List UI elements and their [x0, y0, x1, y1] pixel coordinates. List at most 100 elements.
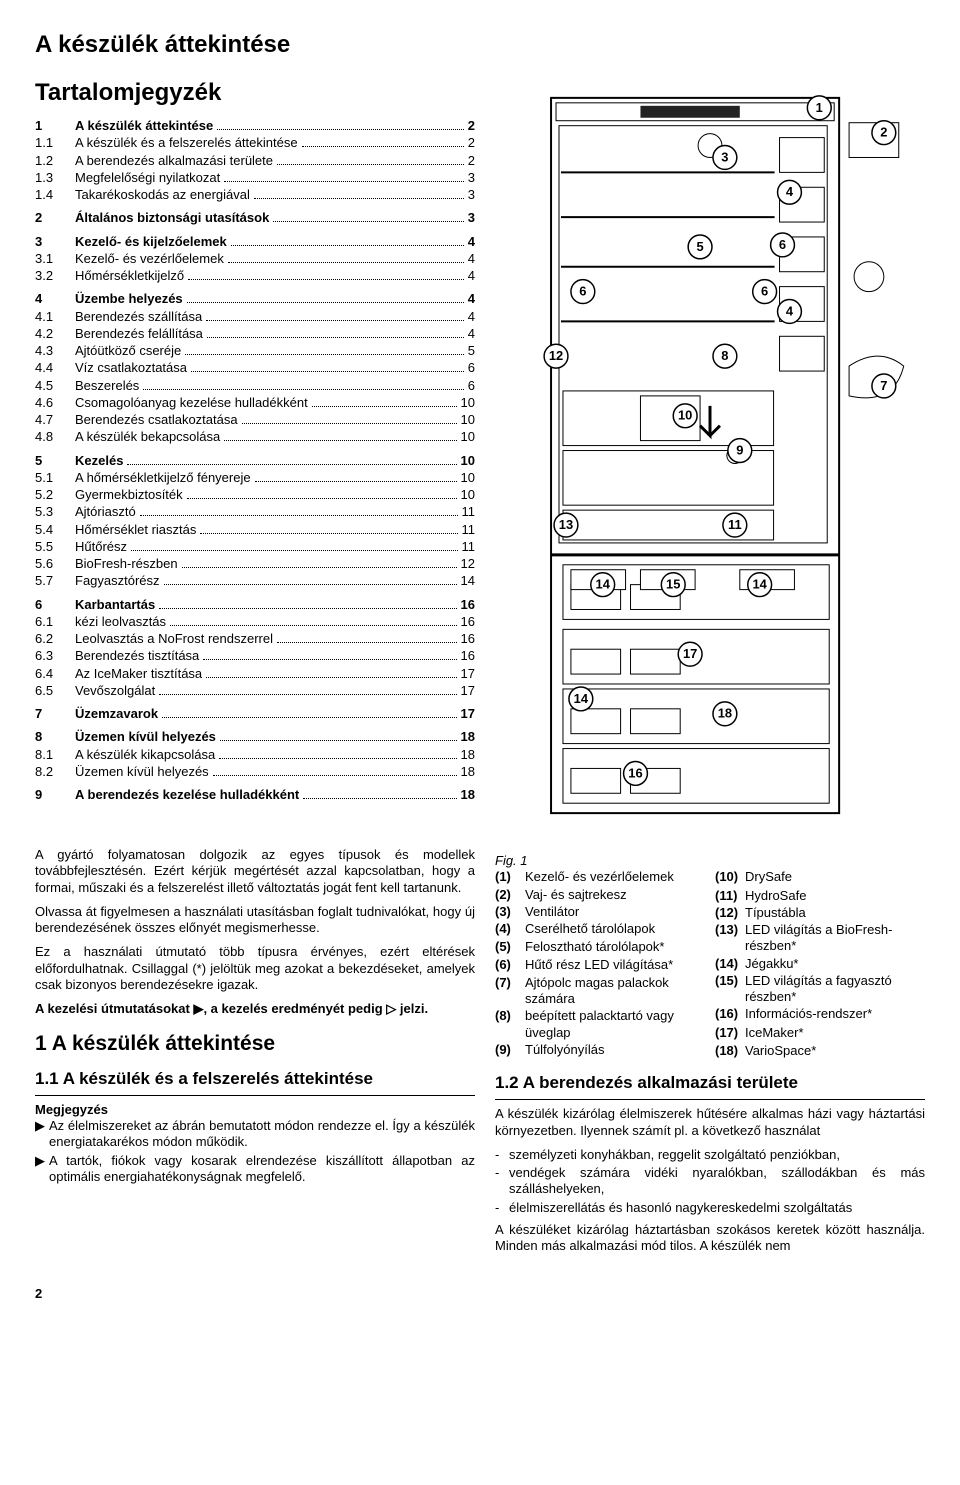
legend-text: Felosztható tárolólapok* [525, 939, 705, 955]
toc-page: 14 [461, 573, 475, 589]
legend-row: (4)Cserélhető tárolólapok [495, 921, 705, 937]
toc-dots [159, 608, 456, 609]
toc-label: Víz csatlakoztatása [75, 360, 187, 376]
svg-text:14: 14 [752, 577, 767, 592]
toc-num: 5.5 [35, 539, 75, 555]
legend: (1)Kezelő- és vezérlőelemek (2)Vaj- és sa… [495, 869, 925, 1060]
toc-page: 10 [461, 395, 475, 411]
toc-row: 4.7Berendezés csatlakoztatása10 [35, 412, 475, 428]
svg-text:4: 4 [786, 303, 794, 318]
toc-label: A készülék áttekintése [75, 118, 213, 134]
section-1-1-heading: 1.1 A készülék és a felszerelés áttekint… [35, 1068, 475, 1089]
toc-page: 6 [468, 378, 475, 394]
legend-row: (2)Vaj- és sajtrekesz [495, 887, 705, 903]
toc-dots [303, 798, 456, 799]
toc-num: 9 [35, 787, 75, 803]
legend-row: (13)LED világítás a BioFresh-részben* [715, 922, 925, 955]
legend-row: (15)LED világítás a fagyasztó részben* [715, 973, 925, 1006]
dash-marker: - [495, 1165, 509, 1198]
toc-num: 1.1 [35, 135, 75, 151]
toc-dots [273, 221, 463, 222]
toc-dots [206, 677, 456, 678]
toc-dots [200, 533, 457, 534]
s12-outro: A készüléket kizárólag háztartásban szok… [495, 1222, 925, 1255]
toc-num: 1.2 [35, 153, 75, 169]
toc-page: 2 [468, 118, 475, 134]
legend-row: (6)Hűtő rész LED világítása* [495, 957, 705, 973]
toc-label: Beszerelés [75, 378, 139, 394]
toc-dots [164, 584, 457, 585]
toc-page: 16 [461, 597, 475, 613]
legend-row: (12)Típustábla [715, 905, 925, 921]
toc-row: 8.1A készülék kikapcsolása18 [35, 747, 475, 763]
svg-text:9: 9 [736, 443, 743, 458]
dash-text: élelmiszerellátás és hasonló nagykereske… [509, 1200, 925, 1216]
toc-page: 3 [468, 170, 475, 186]
dash-marker: - [495, 1147, 509, 1163]
toc-page: 11 [462, 522, 476, 538]
toc-page: 12 [461, 556, 475, 572]
legend-num: (3) [495, 904, 525, 920]
toc-num: 5 [35, 453, 75, 469]
toc-label: Hőmérsékletkijelző [75, 268, 184, 284]
toc-dots [224, 440, 456, 441]
svg-text:1: 1 [816, 100, 823, 115]
svg-text:18: 18 [718, 706, 732, 721]
toc-num: 6.4 [35, 666, 75, 682]
toc-num: 6.5 [35, 683, 75, 699]
toc-page: 18 [461, 747, 475, 763]
legend-num: (17) [715, 1025, 745, 1041]
page-title: A készülék áttekintése [35, 30, 925, 60]
toc-dots [127, 464, 456, 465]
toc-label: Berendezés tisztítása [75, 648, 199, 664]
toc-label: Berendezés szállítása [75, 309, 202, 325]
legend-row: (3)Ventilátor [495, 904, 705, 920]
legend-row: (1)Kezelő- és vezérlőelemek [495, 869, 705, 885]
legend-num: (1) [495, 869, 525, 885]
legend-text: HydroSafe [745, 888, 925, 904]
svg-text:14: 14 [574, 691, 589, 706]
toc-label: A berendezés kezelése hulladékként [75, 787, 299, 803]
toc-num: 4.2 [35, 326, 75, 342]
toc-num: 6.3 [35, 648, 75, 664]
toc-row: 5Kezelés10 [35, 453, 475, 469]
toc-label: Általános biztonsági utasítások [75, 210, 269, 226]
svg-text:11: 11 [728, 517, 742, 532]
toc-dots [185, 354, 464, 355]
toc-label: Üzembe helyezés [75, 291, 183, 307]
toc-dots [131, 550, 457, 551]
toc-label: Hőmérséklet riasztás [75, 522, 196, 538]
toc-page: 17 [461, 666, 475, 682]
toc-title: Tartalomjegyzék [35, 78, 475, 108]
toc-label: Vevőszolgálat [75, 683, 155, 699]
legend-num: (18) [715, 1043, 745, 1059]
toc-page: 18 [461, 729, 475, 745]
main-columns: Tartalomjegyzék 1 A készülék áttekintése 2… [35, 78, 925, 833]
toc-row: 3.2Hőmérsékletkijelző4 [35, 268, 475, 284]
toc-label: A készülék és a felszerelés áttekintése [75, 135, 298, 151]
toc-num: 5.4 [35, 522, 75, 538]
lower-right: Fig. 1 (1)Kezelő- és vezérlőelemek(2)Vaj… [495, 847, 925, 1262]
toc-row: 2Általános biztonsági utasítások3 [35, 210, 475, 226]
toc-label: A készülék kikapcsolása [75, 747, 215, 763]
legend-text: Hűtő rész LED világítása* [525, 957, 705, 973]
toc-dots [228, 262, 464, 263]
s12-list: -személyzeti konyhákban, reggelit szolgá… [495, 1147, 925, 1216]
dash-item: -élelmiszerellátás és hasonló nagykeresk… [495, 1200, 925, 1216]
toc-num: 6.1 [35, 614, 75, 630]
toc-dots [170, 625, 456, 626]
body-paragraph: Olvassa át figyelmesen a használati utas… [35, 904, 475, 937]
legend-num: (7) [495, 975, 525, 1008]
toc-label: Üzemen kívül helyezés [75, 764, 209, 780]
toc-page: 4 [468, 268, 475, 284]
legend-num: (9) [495, 1042, 525, 1058]
toc-row: 7Üzemzavarok17 [35, 706, 475, 722]
dash-text: vendégek számára vidéki nyaralókban, szá… [509, 1165, 925, 1198]
toc-page: 6 [468, 360, 475, 376]
divider [495, 1099, 925, 1100]
toc-label: Üzemen kívül helyezés [75, 729, 216, 745]
toc-row: 9A berendezés kezelése hulladékként18 [35, 787, 475, 803]
toc-num: 3 [35, 234, 75, 250]
toc-num: 6 [35, 597, 75, 613]
svg-text:3: 3 [721, 149, 728, 164]
